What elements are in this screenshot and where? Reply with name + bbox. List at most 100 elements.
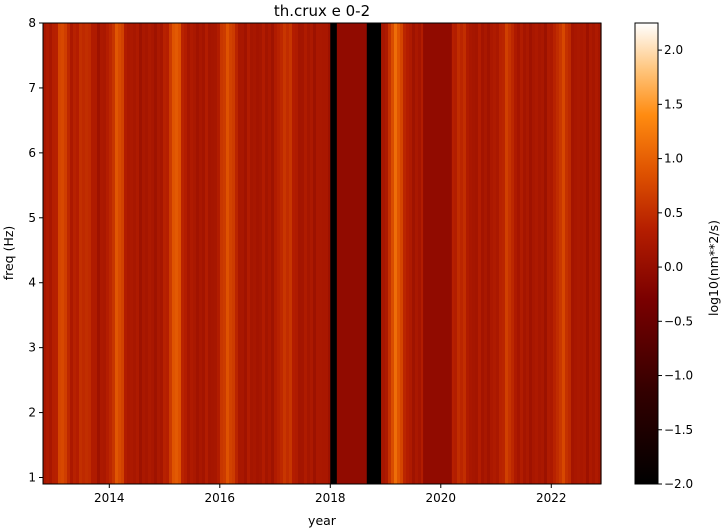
x-tick-label: 2020 (426, 491, 457, 505)
heatmap-column (397, 23, 401, 484)
heatmap-column (502, 23, 506, 484)
heatmap-column (82, 23, 86, 484)
colorbar-tick-label: −0.5 (664, 314, 693, 328)
heatmap-column (250, 23, 254, 484)
plot-frame (42, 22, 602, 485)
heatmap-column (313, 23, 317, 484)
heatmap-column (223, 23, 227, 484)
heatmap-column (196, 23, 200, 484)
heatmap-column (160, 23, 164, 484)
heatmap-column (142, 23, 146, 484)
heatmap-column (226, 23, 230, 484)
heatmap-column (592, 23, 596, 484)
heatmap-column (118, 23, 122, 484)
heatmap-column (238, 23, 242, 484)
y-tick-label: 8 (28, 16, 36, 30)
heatmap-column (547, 23, 551, 484)
heatmap-column (328, 23, 332, 484)
heatmap-column (94, 23, 98, 484)
heatmap-column (178, 23, 182, 484)
colorbar-tick-label: 0.5 (664, 206, 683, 220)
heatmap-column (253, 23, 257, 484)
heatmap-column (526, 23, 530, 484)
heatmap-column (265, 23, 269, 484)
heatmap-column (580, 23, 584, 484)
heatmap-column (262, 23, 266, 484)
y-tick-label: 5 (28, 211, 36, 225)
heatmap-column (166, 23, 170, 484)
heatmap-column (310, 23, 314, 484)
chart-title: th.crux e 0-2 (274, 2, 370, 20)
heatmap-column (382, 23, 386, 484)
heatmap-column (271, 23, 275, 484)
heatmap-column (574, 23, 578, 484)
heatmap-column (79, 23, 83, 484)
x-tick-label: 2022 (536, 491, 567, 505)
heatmap-column (286, 23, 290, 484)
heatmap-column (520, 23, 524, 484)
heatmap-column (304, 23, 308, 484)
heatmap-column (229, 23, 233, 484)
heatmap-column (391, 23, 395, 484)
heatmap-column (205, 23, 209, 484)
heatmap-column (100, 23, 104, 484)
heatmap-column (394, 23, 398, 484)
heatmap-column (256, 23, 260, 484)
heatmap-column (490, 23, 494, 484)
heatmap-column (190, 23, 194, 484)
heatmap-column (283, 23, 287, 484)
heatmap-column (301, 23, 305, 484)
colorbar-tick-label: 0.0 (664, 260, 683, 274)
y-tick-label: 2 (28, 406, 36, 420)
heatmap-column (193, 23, 197, 484)
heatmap-column (481, 23, 485, 484)
heatmap-column (148, 23, 152, 484)
heatmap-column (514, 23, 518, 484)
heatmap-column (385, 23, 389, 484)
x-axis-label: year (308, 513, 337, 528)
colorbar-axis: −2.0 −1.5 −1.0 −0.5 0.0 0.5 1.0 1.5 2.0 (658, 43, 693, 491)
heatmap-column (97, 23, 101, 484)
heatmap-column (412, 23, 416, 484)
colorbar-tick-label: −2.0 (664, 477, 693, 491)
heatmap-column (292, 23, 296, 484)
heatmap-column (532, 23, 536, 484)
heatmap-gap (336, 23, 367, 484)
heatmap-column (307, 23, 311, 484)
colorbar-tick-label: 1.0 (664, 152, 683, 166)
heatmap-column (136, 23, 140, 484)
y-tick-label: 1 (28, 471, 36, 485)
heatmap-column (52, 23, 56, 484)
heatmap-column (595, 23, 599, 484)
heatmap-column (598, 23, 602, 484)
heatmap-column (403, 23, 407, 484)
heatmap-column (214, 23, 218, 484)
heatmap-column (259, 23, 263, 484)
heatmap-column (550, 23, 554, 484)
heatmap-column (247, 23, 251, 484)
heatmap-gap (366, 23, 382, 484)
heatmap-column (496, 23, 500, 484)
heatmap-column (415, 23, 419, 484)
heatmap-column (58, 23, 62, 484)
heatmap-column (49, 23, 53, 484)
heatmap-column (181, 23, 185, 484)
heatmap-column (577, 23, 581, 484)
heatmap-column (553, 23, 557, 484)
heatmap-column (589, 23, 593, 484)
heatmap-column (211, 23, 215, 484)
heatmap-column (217, 23, 221, 484)
heatmap-column (457, 23, 461, 484)
heatmap-column (508, 23, 512, 484)
heatmap-column (466, 23, 470, 484)
heatmap-column (298, 23, 302, 484)
heatmap-column (172, 23, 176, 484)
heatmap-column (220, 23, 224, 484)
heatmap-column (187, 23, 191, 484)
heatmap-column (565, 23, 569, 484)
heatmap-column (319, 23, 323, 484)
heatmap-column (505, 23, 509, 484)
heatmap-column (568, 23, 572, 484)
heatmap-column (400, 23, 404, 484)
heatmap-column (199, 23, 203, 484)
